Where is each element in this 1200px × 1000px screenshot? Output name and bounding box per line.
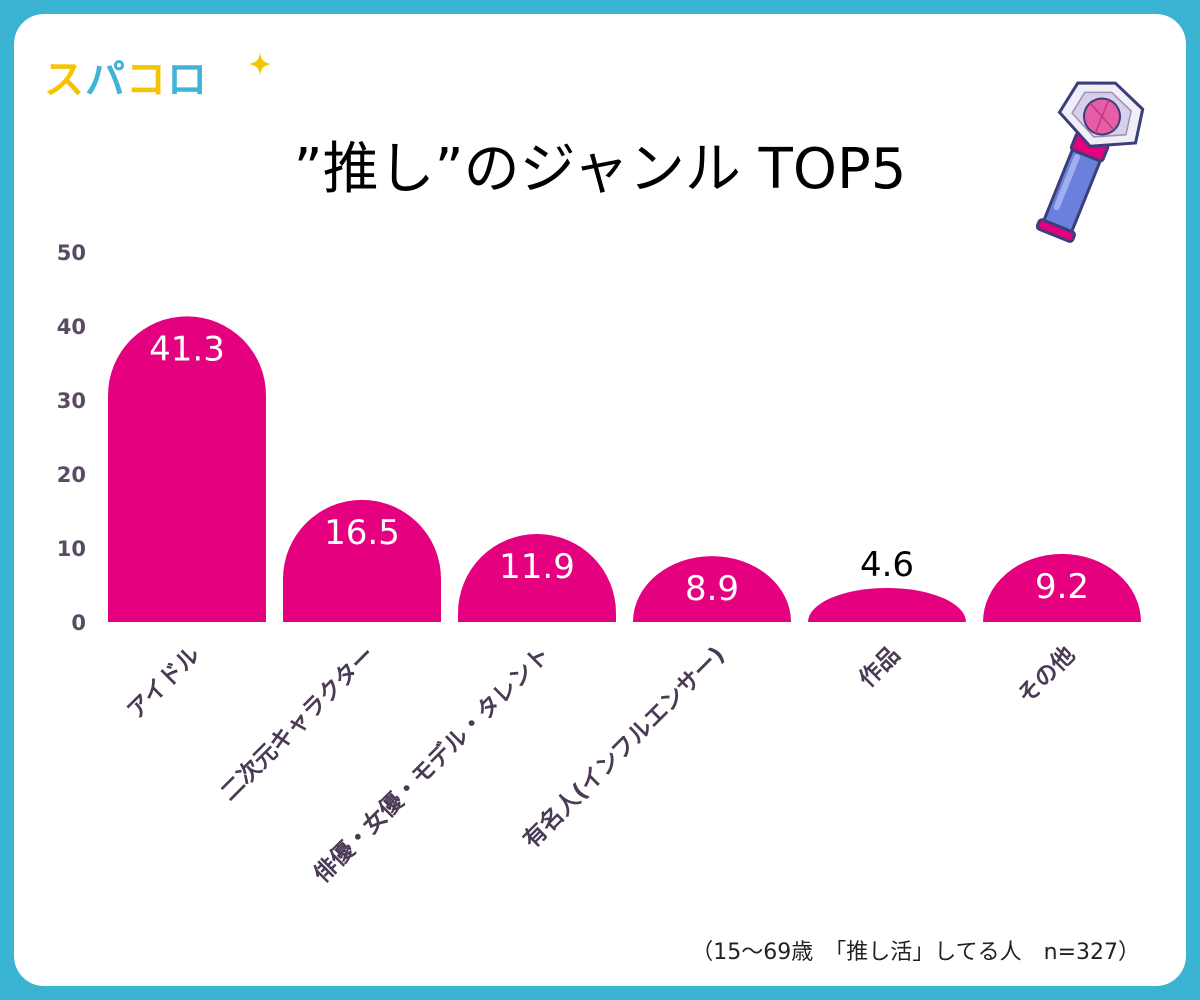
bar (283, 499, 441, 622)
y-tick-label: 20 (57, 463, 86, 487)
y-tick-label: 30 (57, 389, 86, 413)
bar (633, 556, 791, 622)
data-label: 9.2 (1035, 567, 1089, 607)
logo-char: ロ (167, 57, 208, 103)
data-label: 16.5 (324, 513, 400, 553)
data-label: 11.9 (499, 547, 575, 587)
y-tick-label: 0 (71, 611, 86, 635)
x-tick-label: 作品 (854, 642, 905, 693)
x-tick-label: 二次元キャラクター (215, 641, 380, 806)
bar (458, 533, 616, 622)
y-tick-label: 40 (57, 315, 86, 339)
logo-char: ス (44, 57, 85, 103)
brand-logo: スパコロ (44, 60, 208, 100)
bar (808, 587, 966, 622)
bar (983, 553, 1141, 622)
data-label: 8.9 (685, 569, 739, 609)
x-tick-label: その他 (1013, 642, 1080, 709)
data-label: 41.3 (149, 329, 225, 369)
x-tick-label: 有名人(インフルエンサー) (518, 641, 730, 853)
penlight-icon (1035, 81, 1145, 243)
data-label: 4.6 (860, 545, 914, 585)
x-tick-label: アイドル (123, 642, 206, 725)
logo-char: コ (126, 57, 167, 103)
y-tick-label: 10 (57, 537, 86, 561)
bar (108, 316, 266, 622)
logo-char: パ (85, 57, 126, 103)
chart-title: ”推し”のジャンル TOP5 (293, 137, 907, 202)
sparkle-icon (249, 52, 271, 76)
footnote: （15〜69歳 「推し活」してる人 n=327） (691, 940, 1140, 965)
y-tick-label: 50 (57, 241, 86, 265)
